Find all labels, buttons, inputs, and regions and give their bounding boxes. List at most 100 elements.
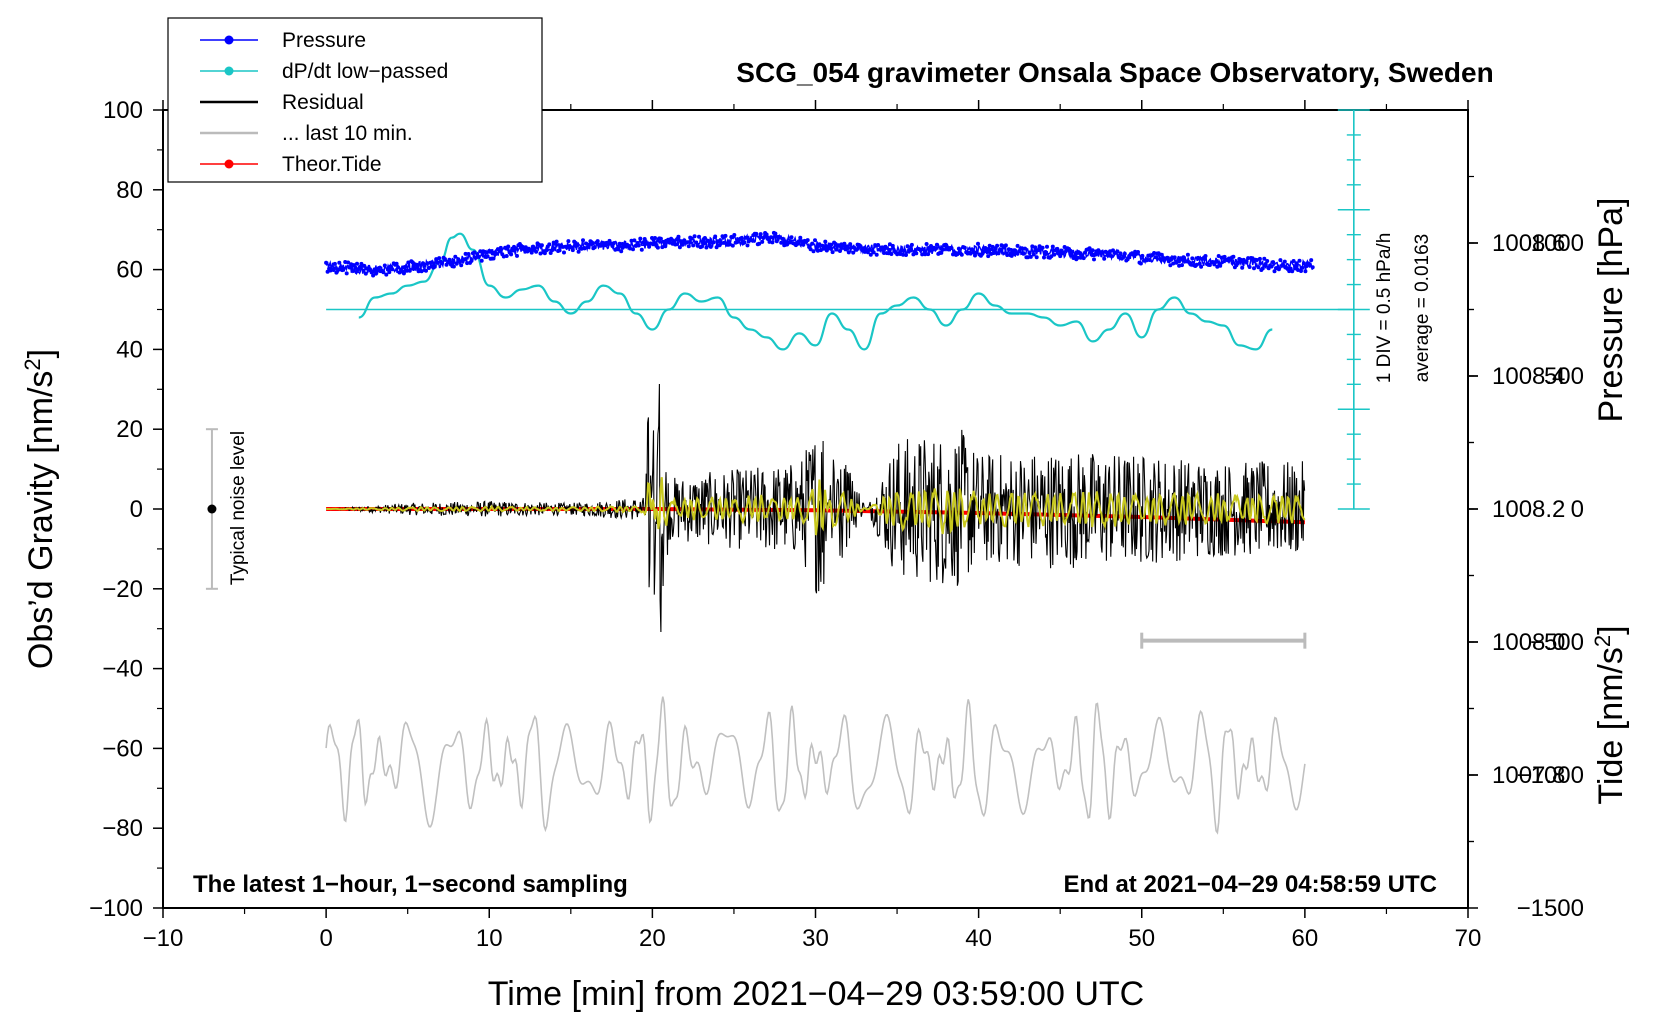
pressure-point [611, 241, 616, 246]
pressure-point [1299, 269, 1303, 273]
pressure-point [550, 248, 555, 253]
pressure-point [487, 249, 492, 254]
pressure-point [1028, 254, 1033, 259]
y-left-tick-label: −80 [102, 815, 143, 842]
pressure-point [616, 247, 621, 252]
pressure-point [482, 249, 487, 254]
pressure-point [560, 244, 565, 249]
pressure-point [453, 254, 458, 259]
pressure-point [515, 253, 519, 258]
pressure-point [909, 242, 914, 247]
y-left-tick-label: −60 [102, 735, 143, 762]
pressure-point [686, 244, 691, 249]
pressure-point [424, 268, 428, 273]
pressure-point [478, 249, 483, 254]
legend-label: dP/dt low−passed [282, 60, 448, 83]
pressure-point [592, 245, 597, 250]
pressure-point [547, 242, 552, 247]
pressure-point [1020, 246, 1024, 251]
pressure-point [1125, 257, 1130, 262]
pressure-point [1213, 259, 1218, 264]
pressure-point [1290, 269, 1295, 274]
pressure-point [638, 236, 643, 241]
pressure-point [440, 261, 445, 266]
pressure-point [1303, 269, 1308, 274]
pressure-point [381, 270, 386, 275]
pressure-point [901, 252, 906, 257]
pressure-point [1092, 257, 1096, 262]
pressure-point [830, 250, 835, 255]
x-axis-title: Time [min] from 2021−04−29 03:59:00 UTC [488, 975, 1144, 1013]
pressure-point [1122, 251, 1127, 256]
pressure-point [921, 247, 926, 252]
pressure-point [363, 271, 368, 276]
pressure-point [1310, 265, 1315, 270]
pressure-point [425, 261, 430, 266]
pressure-point [805, 238, 810, 243]
pressure-point [796, 239, 801, 244]
pressure-point [760, 239, 765, 244]
annotation-sampling: The latest 1−hour, 1−second sampling [193, 871, 628, 898]
pressure-point [789, 235, 794, 240]
pressure-point [557, 248, 562, 253]
pressure-point [362, 263, 367, 268]
pressure-point [653, 236, 657, 240]
pressure-point [332, 261, 337, 266]
pressure-point [769, 235, 773, 240]
pressure-point [415, 262, 420, 267]
pressure-point [382, 263, 387, 268]
legend-entries: Pressure dP/dt low−passed Residual ... last… [200, 29, 448, 176]
pressure-point [1153, 255, 1158, 260]
pressure-point [534, 249, 539, 254]
tide-tick-label: 1000 [1531, 230, 1584, 257]
pressure-point [704, 245, 709, 250]
pressure-point [914, 251, 919, 256]
pressure-point [974, 250, 979, 255]
pressure-point [1006, 247, 1011, 252]
pressure-point [858, 244, 863, 249]
pressure-point [955, 252, 960, 257]
pressure-point [344, 271, 349, 276]
pressure-point [1247, 265, 1252, 269]
pressure-point [1246, 256, 1251, 261]
dpdt-series-line [358, 232, 1273, 351]
pressure-point [1152, 251, 1157, 255]
pressure-point [739, 236, 744, 240]
pressure-point [494, 251, 499, 256]
pressure-point [902, 248, 907, 253]
pressure-point [689, 236, 694, 241]
pressure-point [1309, 258, 1314, 263]
pressure-point [619, 249, 624, 254]
x-tick-label: 70 [1455, 925, 1482, 952]
pressure-point [1272, 269, 1277, 274]
pressure-point [722, 240, 726, 245]
pressure-point [539, 243, 544, 248]
pressure-point [432, 264, 437, 269]
pressure-point [476, 254, 481, 259]
pressure-point [447, 257, 452, 262]
pressure-point [403, 264, 408, 269]
pressure-point [956, 246, 961, 251]
tide-tick-label: −500 [1530, 629, 1584, 656]
pressure-point [1027, 250, 1032, 255]
pressure-point [647, 244, 652, 249]
pressure-point [876, 243, 881, 247]
pressure-point [742, 240, 747, 245]
pressure-point [576, 249, 581, 254]
pressure-point [1118, 251, 1123, 256]
tide-tick-label: 0 [1571, 496, 1584, 523]
pressure-point [1276, 267, 1281, 272]
pressure-point [845, 244, 850, 249]
pressure-point [1003, 243, 1008, 248]
pressure-point [1042, 255, 1046, 260]
pressure-point [986, 254, 991, 259]
pressure-point [673, 242, 678, 247]
pressure-point [1263, 262, 1268, 266]
pressure-point [729, 235, 734, 239]
pressure-point [406, 260, 411, 265]
pressure-point [1269, 264, 1274, 269]
pressure-point [745, 243, 750, 248]
pressure-point [341, 266, 346, 271]
legend-label: ... last 10 min. [282, 122, 413, 145]
tide-title-main: Tide [nm/s [1592, 647, 1630, 804]
